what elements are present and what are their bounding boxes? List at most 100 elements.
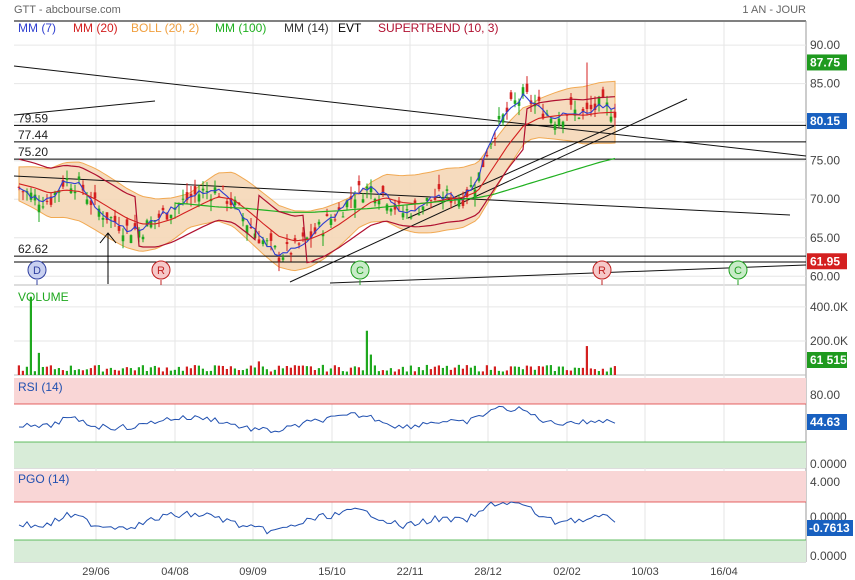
volume-tick-label: 400.0K <box>810 300 848 314</box>
event-marker-c[interactable] <box>350 260 370 280</box>
trendline[interactable] <box>13 100 156 116</box>
volume-bar <box>233 368 236 375</box>
chart-title: GTT - abcbourse.com <box>14 4 121 16</box>
trendline[interactable] <box>13 65 807 157</box>
volume-bar <box>609 367 612 375</box>
volume-bar <box>169 370 172 375</box>
volume-bar <box>525 365 528 375</box>
volume-bar <box>309 366 312 375</box>
candle <box>413 200 417 204</box>
volume-bar <box>333 365 336 375</box>
candle <box>317 221 321 225</box>
legend-item[interactable]: MM (14) <box>284 21 329 35</box>
candle <box>581 108 585 112</box>
level-label: 62.62 <box>18 242 48 256</box>
trendline[interactable] <box>13 175 791 216</box>
candle <box>277 257 281 262</box>
candle <box>389 208 393 212</box>
volume-bar <box>41 366 44 375</box>
event-marker-r[interactable] <box>592 260 612 280</box>
volume-bar <box>565 370 568 375</box>
candle <box>553 124 557 130</box>
volume-bar <box>197 365 200 375</box>
volume-bar <box>433 366 436 375</box>
volume-bar <box>357 367 360 375</box>
volume-bar <box>85 369 88 375</box>
legend-item[interactable]: EVT <box>338 21 362 35</box>
volume-bar <box>49 365 52 375</box>
volume-bar <box>329 368 332 375</box>
candle <box>85 199 89 204</box>
event-marker-c[interactable] <box>728 260 748 280</box>
level-label: 77.44 <box>18 128 48 142</box>
volume-bar <box>545 365 548 375</box>
volume-bar <box>577 367 580 375</box>
volume-bar <box>321 364 324 375</box>
volume-bar <box>129 368 132 375</box>
rsi-tick-label: 0.0000 <box>810 457 847 471</box>
volume-bar <box>361 370 364 375</box>
candle <box>549 118 553 123</box>
candle <box>29 192 33 200</box>
volume-bar <box>93 365 96 375</box>
volume-bar <box>269 371 272 375</box>
legend-item[interactable]: BOLL (20, 2) <box>131 21 199 35</box>
price-tick-label: 65.00 <box>810 231 840 245</box>
volume-bar <box>253 367 256 375</box>
candle <box>469 184 473 187</box>
pgo-tick-label: 4.000 <box>810 475 840 489</box>
price-tick-label: 70.00 <box>810 192 840 206</box>
volume-bar <box>185 366 188 375</box>
volume-bar <box>605 371 608 375</box>
legend-item[interactable]: MM (20) <box>73 21 118 35</box>
volume-bar <box>513 366 516 375</box>
trendline[interactable] <box>407 125 615 219</box>
candle <box>233 199 237 206</box>
legend-item[interactable]: MM (100) <box>215 21 266 35</box>
candle <box>461 197 465 206</box>
volume-bar <box>369 354 372 375</box>
candle <box>205 191 209 193</box>
price-badge <box>807 253 847 270</box>
volume-bar <box>493 366 496 375</box>
candle <box>601 89 605 98</box>
trendline[interactable] <box>289 98 688 283</box>
volume-bar <box>297 365 300 375</box>
volume-bar <box>485 365 488 375</box>
legend-item[interactable]: SUPERTREND (10, 3) <box>378 21 498 35</box>
volume-bar <box>505 370 508 375</box>
candle <box>257 239 261 244</box>
volume-bar <box>373 365 376 375</box>
candle <box>369 186 373 193</box>
event-marker-r[interactable] <box>151 260 171 280</box>
volume-bar <box>53 369 56 375</box>
candle <box>497 115 501 120</box>
candle <box>357 181 361 186</box>
volume-bar <box>417 367 420 375</box>
chart-period[interactable]: 1 AN - JOUR <box>742 4 806 16</box>
candle <box>285 242 289 245</box>
candle <box>93 192 97 199</box>
volume-bar <box>121 368 124 375</box>
candle <box>465 189 469 197</box>
volume-bar <box>561 366 564 375</box>
candle <box>273 245 277 248</box>
volume-bar <box>453 367 456 375</box>
x-tick-label: 29/06 <box>82 566 110 578</box>
x-tick-label: 02/02 <box>553 566 581 578</box>
volume-bar <box>213 365 216 375</box>
candle <box>509 92 513 99</box>
event-marker-dividend[interactable] <box>27 260 47 280</box>
supertrend-line <box>18 96 616 264</box>
volume-tick-label: 200.0K <box>810 334 848 348</box>
volume-bar <box>341 371 344 375</box>
legend-item[interactable]: MM (7) <box>18 21 56 35</box>
rsi-badge: 44.63 <box>810 415 840 429</box>
candle <box>541 113 545 119</box>
candle <box>421 206 425 211</box>
candle <box>517 101 521 106</box>
volume-bar <box>245 368 248 375</box>
candle <box>385 204 389 211</box>
trendline[interactable] <box>329 264 807 284</box>
